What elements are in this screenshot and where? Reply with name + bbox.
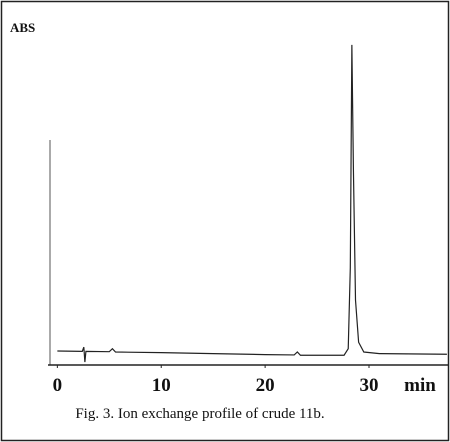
x-tick-label: 20	[256, 375, 275, 396]
x-axis-label: min	[404, 375, 436, 396]
x-tick-label: 10	[152, 375, 171, 396]
caption: Fig. 3. Ion exchange profile of crude 11…	[75, 406, 324, 422]
trace	[57, 44, 447, 363]
x-tick-label: 30	[360, 375, 379, 396]
x-tick-label: 0	[53, 375, 63, 396]
y-axis-label: ABS	[10, 20, 35, 35]
